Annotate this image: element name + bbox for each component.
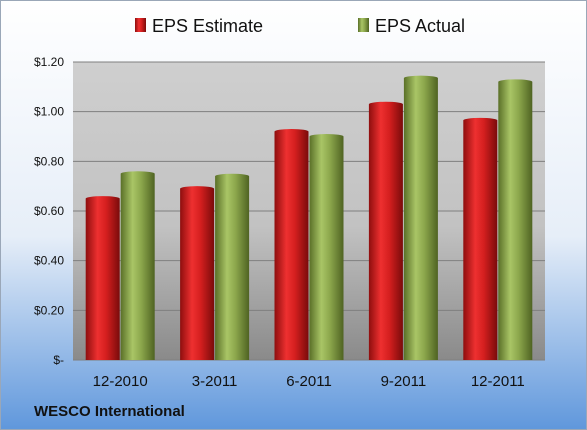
y-tick-label: $0.60 bbox=[34, 204, 64, 218]
bar-estimate-12-2010 bbox=[85, 198, 120, 360]
x-tick-label: 6-2011 bbox=[286, 373, 332, 390]
y-tick-label: $1.20 bbox=[34, 55, 64, 69]
bar-cap-estimate-3-2011 bbox=[180, 186, 215, 192]
legend-swatch-actual bbox=[358, 18, 369, 32]
legend: EPS Estimate EPS Actual bbox=[135, 16, 465, 36]
y-tick-label: $0.40 bbox=[34, 254, 64, 268]
x-tick-label: 3-2011 bbox=[192, 373, 238, 390]
bar-cap-actual-9-2011 bbox=[403, 75, 438, 81]
legend-label-actual: EPS Actual bbox=[375, 16, 465, 36]
bar-estimate-3-2011 bbox=[180, 188, 215, 360]
bar-actual-3-2011 bbox=[215, 176, 250, 360]
legend-label-estimate: EPS Estimate bbox=[152, 16, 263, 36]
x-tick-label: 9-2011 bbox=[381, 373, 427, 390]
bar-estimate-6-2011 bbox=[274, 131, 309, 360]
bar-cap-estimate-12-2011 bbox=[463, 117, 498, 123]
x-axis-ticks: 12-2010 3-2011 6-2011 9-2011 12-2011 bbox=[93, 373, 525, 390]
x-tick-label: 12-2011 bbox=[471, 373, 525, 390]
bar-estimate-9-2011 bbox=[368, 104, 403, 360]
bar-cap-actual-12-2011 bbox=[498, 79, 533, 85]
x-tick-label: 12-2010 bbox=[93, 373, 148, 390]
bar-cap-estimate-9-2011 bbox=[368, 101, 403, 107]
y-tick-label: $- bbox=[53, 353, 64, 367]
y-tick-label: $0.80 bbox=[34, 154, 64, 168]
bar-actual-6-2011 bbox=[309, 136, 344, 360]
y-tick-label: $1.00 bbox=[34, 105, 64, 119]
bar-cap-estimate-6-2011 bbox=[274, 129, 309, 135]
bar-estimate-12-2011 bbox=[463, 120, 498, 360]
legend-swatch-estimate bbox=[135, 18, 146, 32]
bar-actual-12-2010 bbox=[120, 173, 155, 360]
bar-cap-actual-3-2011 bbox=[215, 173, 250, 179]
bar-cap-actual-6-2011 bbox=[309, 134, 344, 139]
y-axis-ticks: $- $0.20 $0.40 $0.60 $0.80 $1.00 $1.20 bbox=[34, 55, 64, 367]
y-tick-label: $0.20 bbox=[34, 303, 64, 317]
bar-actual-12-2011 bbox=[498, 81, 533, 360]
bars bbox=[85, 75, 533, 361]
bar-cap-actual-12-2010 bbox=[120, 171, 155, 177]
company-name: WESCO International bbox=[34, 403, 185, 420]
bar-cap-estimate-12-2010 bbox=[85, 196, 120, 202]
bar-actual-9-2011 bbox=[403, 78, 438, 361]
